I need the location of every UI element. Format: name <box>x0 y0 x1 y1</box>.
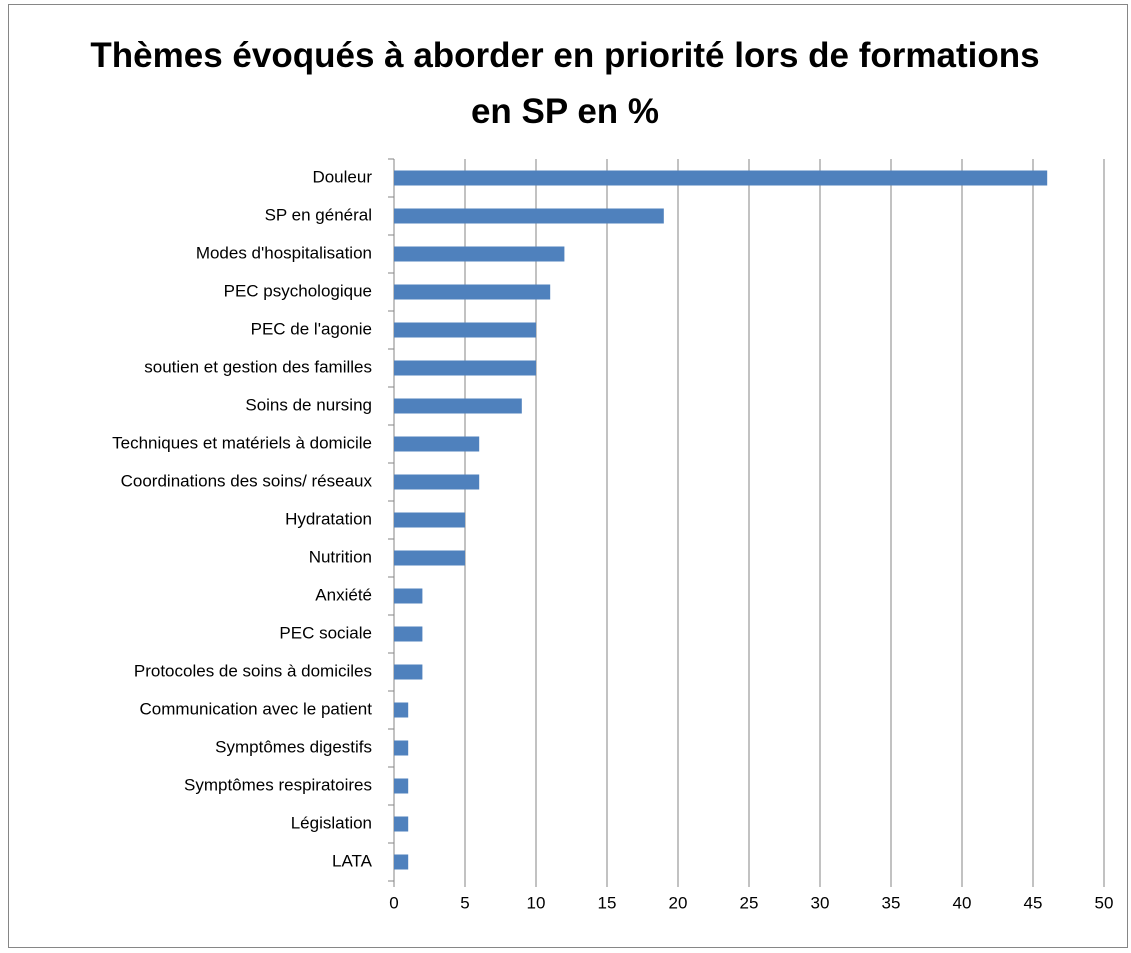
bar <box>394 778 409 794</box>
y-tick-label: LATA <box>332 851 373 870</box>
bar <box>394 246 565 262</box>
bar <box>394 702 409 718</box>
x-tick-label: 30 <box>811 893 830 912</box>
y-tick-label: Anxiété <box>315 585 372 604</box>
bar <box>394 816 409 832</box>
y-tick-label: Symptômes digestifs <box>215 737 372 756</box>
x-tick-label: 25 <box>740 893 759 912</box>
x-tick-label: 5 <box>460 893 469 912</box>
y-tick-label: Hydratation <box>285 509 372 528</box>
y-tick-label: Soins de nursing <box>245 395 372 414</box>
bar <box>394 170 1048 186</box>
x-tick-label: 0 <box>389 893 398 912</box>
y-tick-label: Législation <box>291 813 372 832</box>
x-tick-label: 45 <box>1024 893 1043 912</box>
bar <box>394 550 465 566</box>
y-tick-label: Protocoles de soins à domiciles <box>134 661 372 680</box>
bar <box>394 398 522 414</box>
x-tick-label: 15 <box>598 893 617 912</box>
y-tick-label: Nutrition <box>309 547 372 566</box>
y-tick-label: Douleur <box>312 167 372 186</box>
chart-title: Thèmes évoqués à aborder en priorité lor… <box>90 36 1040 131</box>
x-tick-label: 40 <box>953 893 972 912</box>
bar <box>394 664 423 680</box>
y-tick-label: soutien et gestion des familles <box>144 357 372 376</box>
x-tick-label: 10 <box>527 893 546 912</box>
y-tick-label: PEC sociale <box>279 623 372 642</box>
x-tick-label: 35 <box>882 893 901 912</box>
y-tick-label: Symptômes respiratoires <box>184 775 372 794</box>
bar <box>394 854 409 870</box>
bar <box>394 474 480 490</box>
bar <box>394 588 423 604</box>
y-tick-label: PEC psychologique <box>224 281 372 300</box>
y-tick-label: PEC de l'agonie <box>251 319 372 338</box>
y-tick-label: Communication avec le patient <box>140 699 373 718</box>
y-tick-label: Techniques et matériels à domicile <box>112 433 372 452</box>
bar <box>394 360 536 376</box>
bar <box>394 284 551 300</box>
y-tick-label: SP en général <box>265 205 372 224</box>
y-tick-label: Coordinations des soins/ réseaux <box>121 471 373 490</box>
x-tick-label: 50 <box>1095 893 1114 912</box>
y-tick-label: Modes d'hospitalisation <box>196 243 372 262</box>
bar <box>394 322 536 338</box>
bar <box>394 512 465 528</box>
bar <box>394 740 409 756</box>
bar <box>394 208 664 224</box>
chart-frame <box>8 4 1128 948</box>
bar <box>394 436 480 452</box>
bar <box>394 626 423 642</box>
x-tick-label: 20 <box>669 893 688 912</box>
